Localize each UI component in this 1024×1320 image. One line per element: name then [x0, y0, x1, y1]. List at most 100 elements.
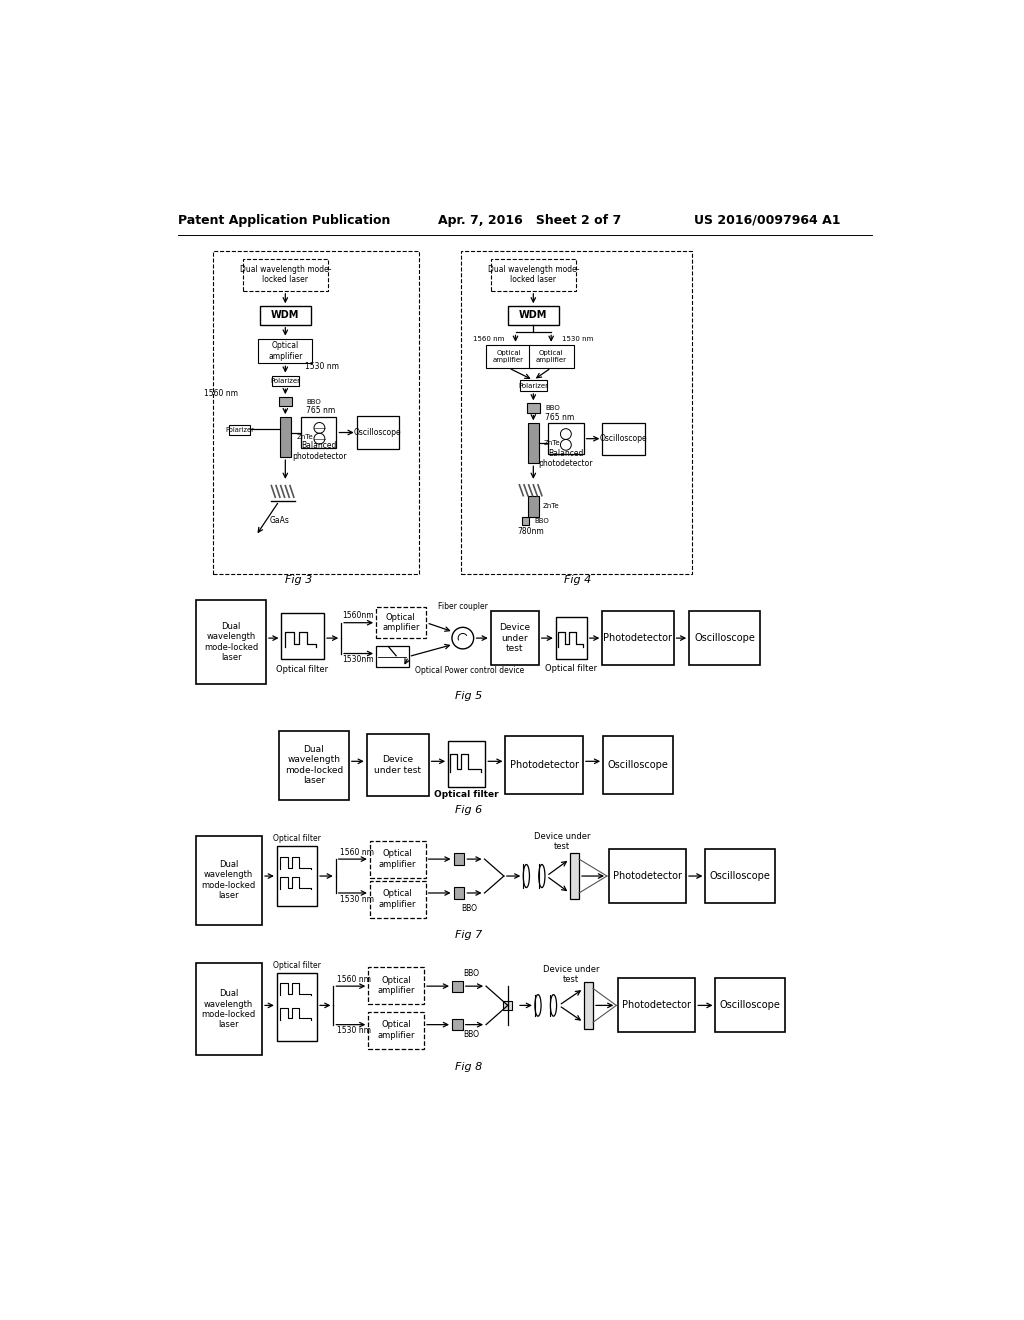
Text: Photodetector: Photodetector: [603, 634, 673, 643]
Bar: [197, 599, 266, 684]
Text: Fig 6: Fig 6: [456, 805, 482, 814]
Bar: [490, 611, 539, 665]
Bar: [528, 345, 573, 368]
Bar: [528, 424, 539, 463]
Text: BBO: BBO: [535, 517, 549, 524]
Text: 1530 nm: 1530 nm: [562, 335, 593, 342]
Bar: [213, 251, 419, 574]
Bar: [369, 1011, 424, 1048]
Text: Dual
wavelength
mode-locked
laser: Dual wavelength mode-locked laser: [202, 859, 256, 900]
Text: Fig 3: Fig 3: [285, 576, 312, 585]
Bar: [197, 964, 262, 1056]
Bar: [280, 417, 291, 457]
Text: Optical filter: Optical filter: [276, 665, 329, 675]
Bar: [548, 424, 584, 454]
Text: Optical
amplifier: Optical amplifier: [378, 1020, 415, 1040]
Bar: [603, 737, 673, 795]
Text: WDM: WDM: [519, 310, 548, 321]
Bar: [272, 376, 299, 387]
Text: ZnTe: ZnTe: [543, 503, 559, 510]
Bar: [376, 645, 409, 668]
Text: Apr. 7, 2016   Sheet 2 of 7: Apr. 7, 2016 Sheet 2 of 7: [438, 214, 622, 227]
Text: Dual wavelength mode-
locked laser: Dual wavelength mode- locked laser: [240, 265, 331, 284]
Bar: [367, 734, 429, 796]
Text: Oscilloscope: Oscilloscope: [353, 428, 401, 437]
Bar: [260, 306, 311, 325]
Text: 780nm: 780nm: [517, 527, 545, 536]
Bar: [617, 978, 695, 1032]
Bar: [520, 380, 547, 391]
Bar: [276, 846, 317, 906]
Bar: [706, 849, 775, 903]
Bar: [449, 741, 485, 787]
Text: 1560 nm: 1560 nm: [340, 849, 374, 858]
Bar: [689, 611, 761, 665]
Text: 1530 nm: 1530 nm: [337, 1027, 372, 1035]
Bar: [503, 1001, 512, 1010]
Bar: [716, 978, 785, 1032]
Bar: [602, 611, 674, 665]
Text: 1560 nm: 1560 nm: [473, 335, 505, 342]
Bar: [490, 259, 575, 290]
Text: Balanced
photodetector: Balanced photodetector: [539, 449, 593, 469]
Text: GaAs: GaAs: [269, 516, 289, 525]
Bar: [528, 496, 539, 517]
Text: Polarizer: Polarizer: [225, 426, 254, 433]
Text: Device under
test: Device under test: [534, 832, 590, 851]
Text: 1560nm: 1560nm: [342, 611, 374, 619]
Text: Optical
amplifier: Optical amplifier: [382, 612, 420, 632]
Text: Optical filter: Optical filter: [273, 961, 321, 970]
Bar: [356, 416, 399, 449]
Text: Device
under test: Device under test: [374, 755, 421, 775]
Text: Photodetector: Photodetector: [510, 760, 579, 770]
Text: BBO: BBO: [463, 969, 479, 978]
Text: Optical
amplifier: Optical amplifier: [268, 341, 302, 360]
Bar: [461, 251, 692, 574]
Bar: [258, 339, 312, 363]
Text: Dual
wavelength
mode-locked
laser: Dual wavelength mode-locked laser: [285, 744, 343, 785]
Text: 1560 nm: 1560 nm: [204, 389, 238, 397]
Text: BBO: BBO: [306, 399, 321, 405]
Text: Fig 4: Fig 4: [564, 576, 591, 585]
Bar: [280, 730, 349, 800]
Bar: [521, 517, 529, 525]
Text: BBO: BBO: [463, 1030, 479, 1039]
Bar: [452, 981, 463, 991]
Bar: [602, 422, 645, 455]
Bar: [280, 397, 292, 407]
Text: WDM: WDM: [271, 310, 299, 321]
Bar: [369, 966, 424, 1003]
Text: Optical
amplifier: Optical amplifier: [379, 890, 417, 909]
Text: Fiber coupler: Fiber coupler: [438, 602, 487, 611]
Text: Fig 8: Fig 8: [456, 1063, 482, 1072]
Text: Polarizer: Polarizer: [518, 383, 548, 388]
Text: Optical
amplifier: Optical amplifier: [378, 975, 415, 995]
Text: Photodetector: Photodetector: [612, 871, 682, 880]
Bar: [282, 612, 324, 659]
Text: Optical
amplifier: Optical amplifier: [536, 350, 566, 363]
Bar: [608, 849, 686, 903]
Text: Optical
amplifier: Optical amplifier: [493, 350, 524, 363]
Text: 1530 nm: 1530 nm: [340, 895, 374, 904]
Text: Oscilloscope: Oscilloscope: [599, 434, 647, 444]
Text: ZnTe: ZnTe: [297, 434, 313, 440]
Bar: [584, 982, 593, 1028]
Text: Patent Application Publication: Patent Application Publication: [178, 214, 391, 227]
Text: Oscilloscope: Oscilloscope: [710, 871, 771, 880]
Text: ZnTe: ZnTe: [544, 441, 560, 446]
Bar: [197, 836, 262, 924]
Bar: [508, 306, 559, 325]
Bar: [276, 973, 317, 1040]
Bar: [527, 404, 540, 412]
Text: 765 nm: 765 nm: [545, 413, 574, 421]
Text: Device under
test: Device under test: [543, 965, 599, 985]
Text: Oscilloscope: Oscilloscope: [607, 760, 669, 770]
Text: Dual wavelength mode-
locked laser: Dual wavelength mode- locked laser: [487, 265, 580, 284]
Text: Device
under
test: Device under test: [499, 623, 530, 653]
Text: BBO: BBO: [461, 904, 477, 913]
Text: 1530nm: 1530nm: [342, 655, 374, 664]
Bar: [370, 841, 426, 878]
Bar: [506, 737, 583, 795]
Bar: [454, 853, 464, 866]
Text: Polarizer: Polarizer: [270, 378, 300, 384]
